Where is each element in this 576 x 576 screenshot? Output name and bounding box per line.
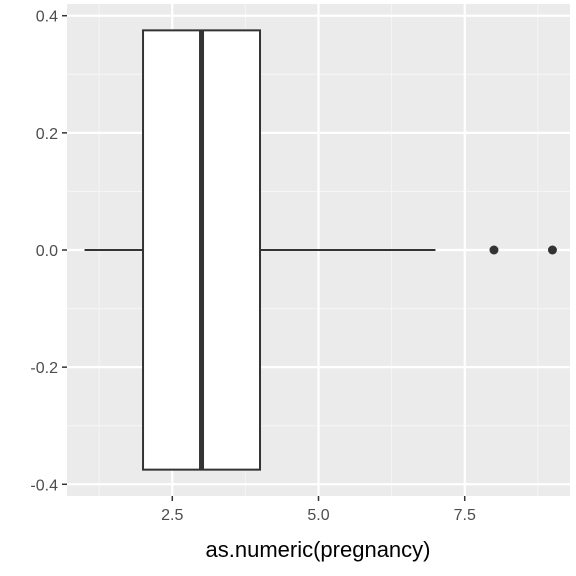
- x-tick-label: 5.0: [307, 507, 329, 524]
- box-marks: [84, 29, 557, 471]
- outlier-point: [547, 245, 557, 255]
- x-axis: 2.5 5.0 7.5: [161, 496, 476, 524]
- y-tick-label: 0.2: [36, 126, 58, 143]
- x-tick-label: 2.5: [161, 507, 183, 524]
- y-tick-label: -0.4: [30, 477, 58, 494]
- y-tick-label: 0.4: [36, 9, 58, 26]
- y-axis: -0.4 -0.2 0.0 0.2 0.4: [30, 9, 67, 494]
- x-tick-label: 7.5: [454, 507, 476, 524]
- outlier-point: [489, 245, 499, 255]
- y-tick-label: -0.2: [30, 360, 58, 377]
- y-tick-label: 0.0: [36, 243, 58, 260]
- x-axis-title: as.numeric(pregnancy): [206, 537, 431, 562]
